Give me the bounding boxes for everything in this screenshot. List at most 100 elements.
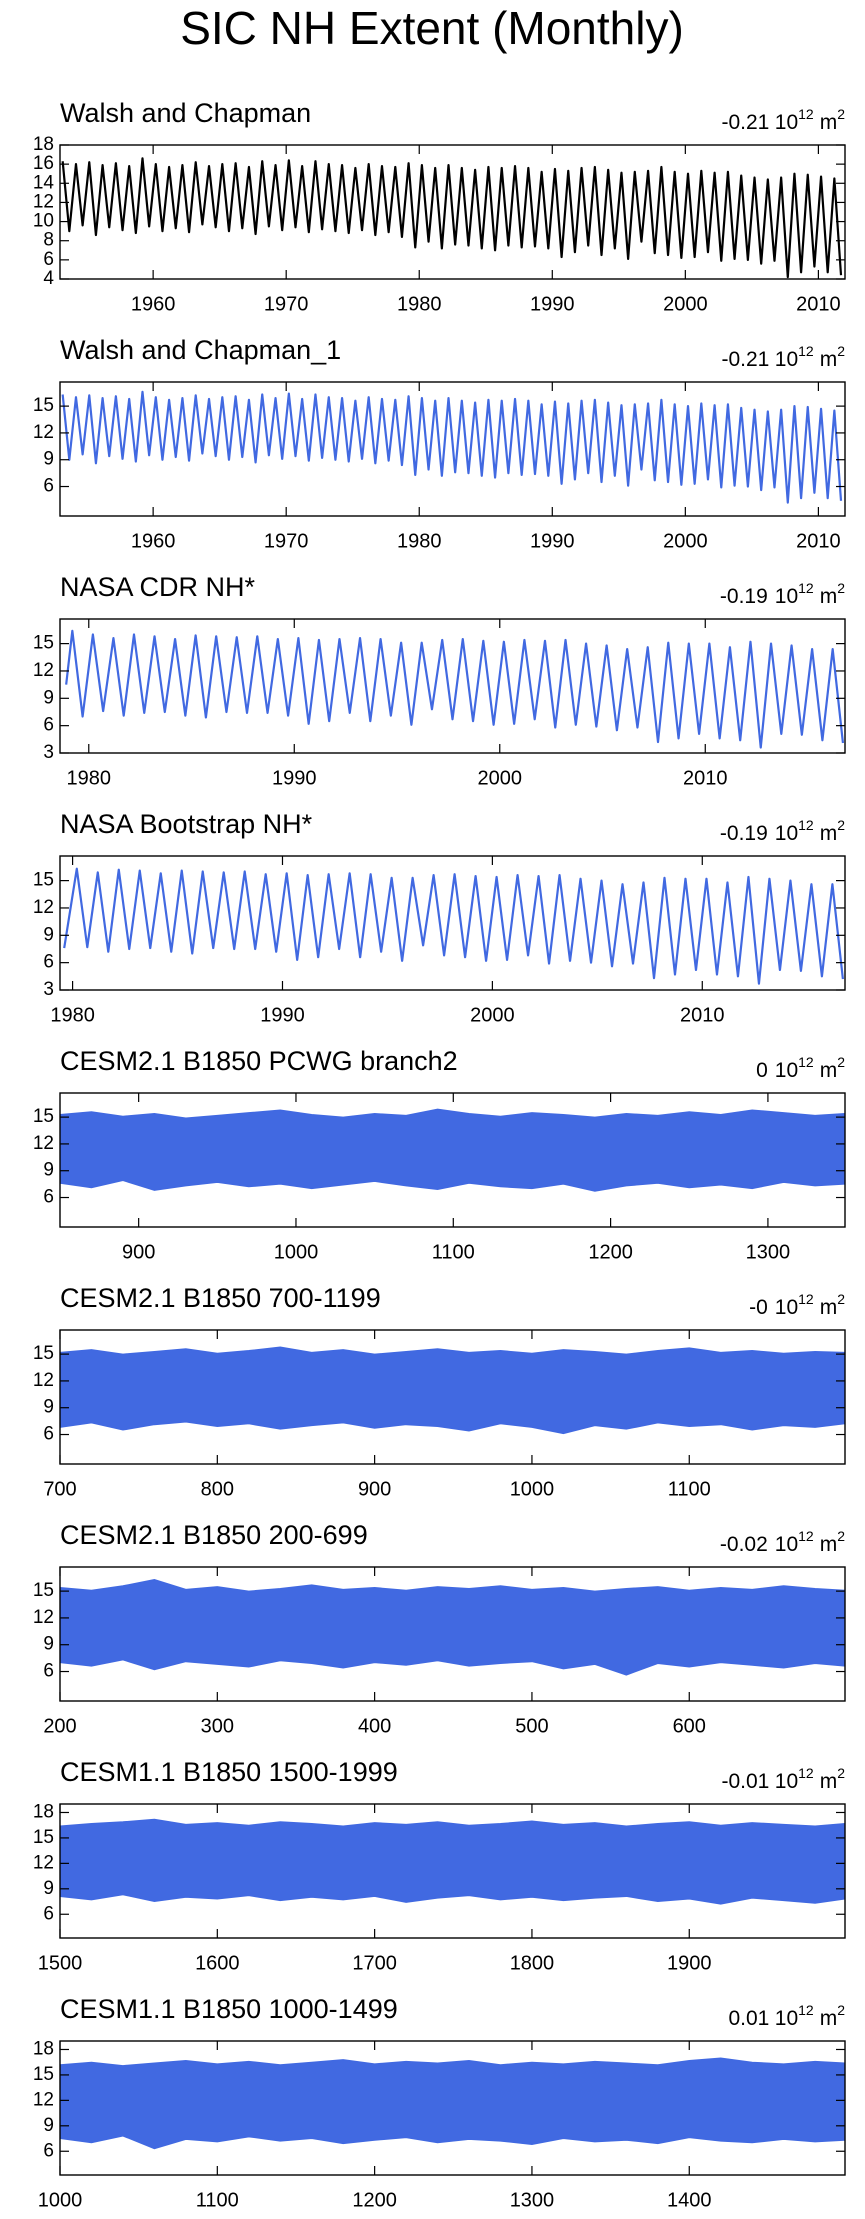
x-tick-label: 2000 [478,767,523,789]
plot-area [61,390,843,504]
data-band [60,1578,845,1676]
y-tick-label: 9 [43,687,54,708]
trend-annotation: -0.19 1012 m2 [720,580,845,608]
unit-exponent: 12 [798,106,814,122]
data-band [60,1108,845,1192]
figure-title: SIC NH Extent (Monthly) [180,2,684,54]
x-tick-label: 1800 [510,1952,555,1974]
y-tick-label: 8 [43,230,54,251]
y-tick-label: 12 [33,897,54,918]
x-tick-label: 1980 [67,767,112,789]
panel-title: CESM2.1 B1850 200-699 [60,1520,368,1550]
panel-title: NASA CDR NH* [60,572,256,602]
plot-area [61,157,843,279]
panel-title: CESM2.1 B1850 700-1199 [60,1283,381,1313]
y-tick-label: 16 [33,153,54,174]
data-line [65,629,845,749]
y-tick-label: 15 [33,633,54,654]
panel-title: Walsh and Chapman [60,98,311,128]
y-tick-label: 18 [33,2038,54,2059]
unit-name: m [820,1296,838,1319]
y-tick-label: 15 [33,1827,54,1848]
x-tick-label: 1990 [260,1004,305,1026]
x-tick-label: 1000 [274,1241,319,1263]
data-line [61,157,843,279]
x-tick-label: 700 [43,1478,76,1500]
y-tick-label: 15 [33,1580,54,1601]
unit-name: m [820,1533,838,1556]
x-tick-label: 500 [515,1715,548,1737]
plot-area [65,629,845,749]
y-tick-label: 12 [33,191,54,212]
y-tick-label: 6 [43,715,54,736]
y-tick-label: 18 [33,134,54,155]
unit-base: 10 [775,111,798,134]
unit-exponent: 12 [798,2002,814,2018]
y-tick-label: 12 [33,1852,54,1873]
y-tick-label: 6 [43,1424,54,1445]
data-line [61,390,843,504]
x-tick-label: 2010 [680,1004,725,1026]
unit-base: 10 [775,822,798,845]
x-tick-label: 1990 [530,293,575,315]
unit-base: 10 [775,585,798,608]
y-tick-label: 3 [43,742,54,763]
plot-frame [59,2040,846,2176]
trend-annotation: -0.01 1012 m2 [721,1765,845,1793]
unit-name: m [820,1770,838,1793]
x-tick-label: 600 [673,1715,706,1737]
unit-name: m [820,822,838,845]
y-tick-label: 9 [43,2115,54,2136]
plot-area [60,1108,845,1192]
y-tick-label: 15 [33,395,54,416]
y-tick-label: 12 [33,1370,54,1391]
panel: CESM2.1 B1850 PCWG branch2 0 1012 m26912159… [33,1046,846,1263]
x-tick-label: 1100 [668,1478,711,1500]
y-tick-label: 6 [43,1661,54,1682]
y-tick-label: 3 [43,979,54,1000]
trend-value: -0 [749,1296,768,1319]
unit-name-exponent: 2 [837,580,845,596]
plot-frame [59,1092,846,1228]
trend-annotation: 0 1012 m2 [756,1054,845,1082]
unit-name-exponent: 2 [837,1054,845,1070]
x-tick-label: 1000 [38,2189,83,2211]
y-tick-label: 9 [43,1160,54,1181]
x-tick-label: 2000 [470,1004,515,1026]
x-tick-label: 1300 [746,1241,791,1263]
y-tick-label: 12 [33,1607,54,1628]
unit-base: 10 [775,2007,798,2030]
x-tick-label: 1990 [530,530,575,552]
trend-annotation: -0.21 1012 m2 [721,343,845,371]
unit-name: m [820,1059,838,1082]
unit-name-exponent: 2 [837,1291,845,1307]
y-tick-label: 9 [43,924,54,945]
x-tick-label: 1500 [38,1952,83,1974]
x-tick-label: 300 [201,1715,234,1737]
plot-area [60,1578,845,1676]
trend-annotation: -0.02 1012 m2 [720,1528,845,1556]
trend-annotation: 0.01 1012 m2 [728,2002,845,2030]
x-tick-label: 400 [358,1715,391,1737]
panel: CESM2.1 B1850 200-699 -0.02 1012 m2 6 9 12 15 20… [33,1520,846,1737]
unit-exponent: 12 [798,1291,814,1307]
y-tick-label: 15 [33,1343,54,1364]
unit-name: m [820,2007,838,2030]
data-band [60,1818,845,1905]
x-tick-label: 2010 [796,530,841,552]
x-tick-label: 1300 [510,2189,555,2211]
plot-frame [59,144,846,280]
x-tick-label: 1000 [510,1478,555,1500]
plot-frame [59,618,846,754]
unit-base: 10 [775,348,798,371]
trend-annotation: -0 1012 m2 [749,1291,845,1319]
x-tick-label: 900 [358,1478,391,1500]
unit-exponent: 12 [798,1054,814,1070]
x-tick-label: 200 [43,1715,76,1737]
y-tick-label: 9 [43,1634,54,1655]
trend-value: -0.19 [720,585,768,608]
panel: CESM1.1 B1850 1000-1499 0.01 1012 m26912151… [33,1994,846,2211]
